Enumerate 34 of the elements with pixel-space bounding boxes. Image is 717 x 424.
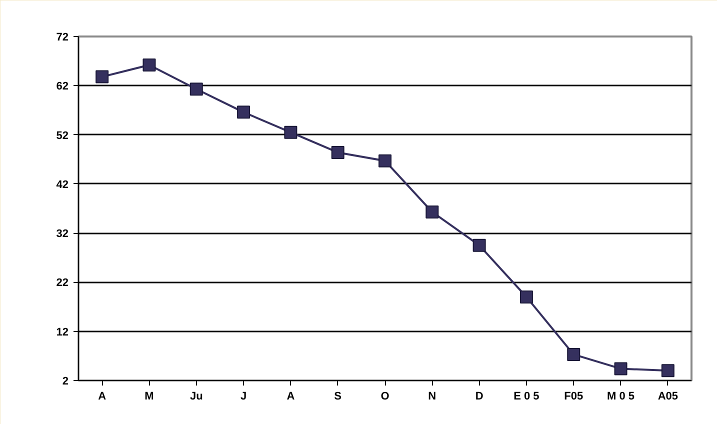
point	[142, 58, 156, 72]
point	[190, 82, 203, 96]
point	[426, 205, 439, 218]
x-tick-label: A05	[658, 390, 678, 402]
y-tick-label: 42	[56, 178, 69, 191]
x-tick-label: F05	[564, 390, 584, 402]
x-tick-label: D	[475, 390, 484, 402]
y-tick-label: 72	[56, 32, 69, 44]
point	[237, 106, 250, 119]
point	[472, 238, 486, 252]
x-tick-label: S	[334, 390, 342, 402]
x-tick-label: E 0 5	[514, 390, 540, 402]
x-tick-label: A	[98, 390, 106, 402]
point	[378, 154, 392, 168]
point	[614, 362, 628, 376]
y-tick-label: 22	[56, 277, 69, 290]
x-tick-label: J	[240, 390, 247, 402]
y-tick-label: 2	[62, 376, 69, 388]
point	[520, 290, 533, 304]
point	[284, 126, 298, 139]
x-tick-label: M 0 5	[607, 390, 635, 402]
x-tick-label: A	[286, 390, 295, 402]
x-tick-label: N	[428, 390, 436, 402]
point	[567, 348, 580, 361]
y-tick-label: 62	[56, 80, 69, 93]
y-tick-label: 12	[56, 326, 69, 338]
x-tick-label: M	[144, 390, 154, 402]
point	[331, 146, 344, 159]
y-tick-label: 52	[56, 130, 69, 142]
x-tick-label: O	[380, 390, 390, 402]
point	[661, 364, 674, 378]
point	[96, 70, 109, 84]
x-tick-label: Ju	[190, 390, 203, 402]
y-tick-label: 32	[56, 228, 69, 240]
